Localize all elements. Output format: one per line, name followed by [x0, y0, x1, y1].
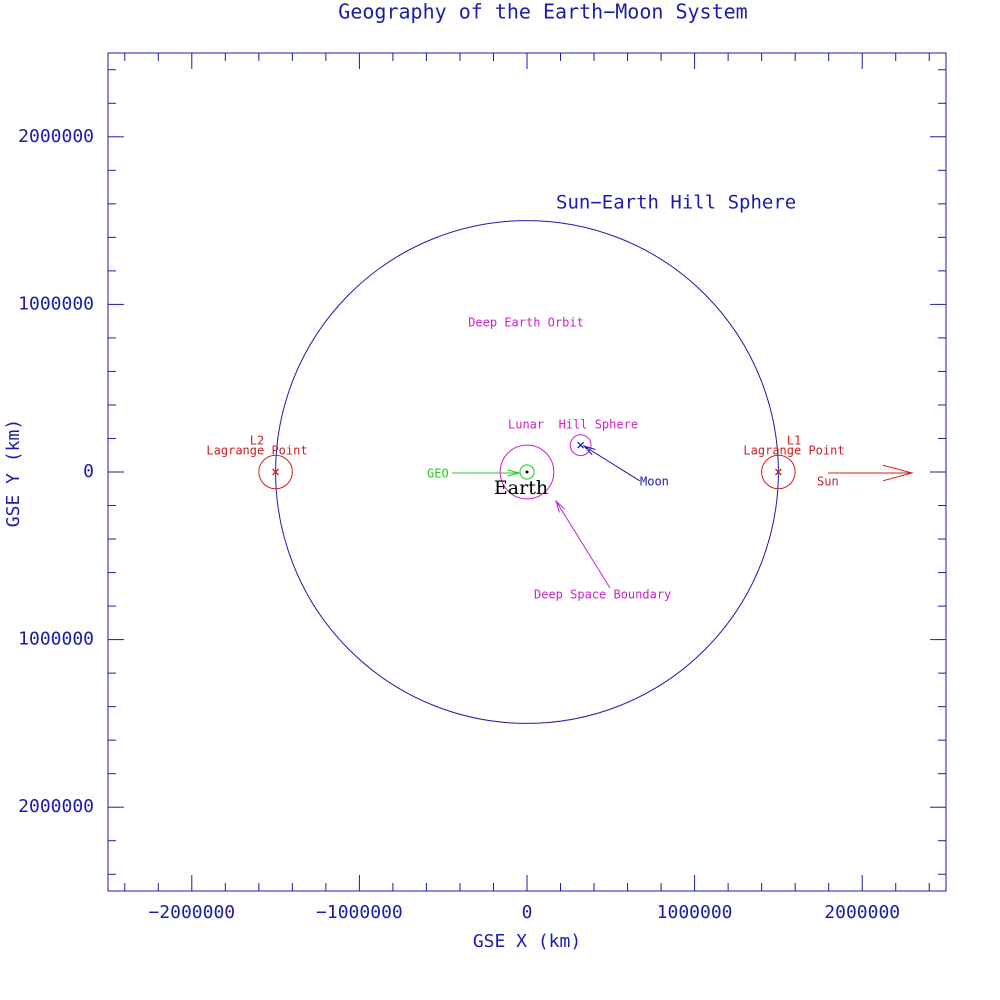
x-tick-label: −1000000 — [316, 902, 403, 923]
annotation: Lagrange Point — [206, 444, 307, 458]
region-circle — [519, 464, 535, 480]
annotation: Lagrange Point — [743, 444, 844, 458]
annotation: GEO — [427, 467, 449, 481]
y-tick-label: 1000000 — [18, 293, 94, 314]
region-circle — [761, 454, 796, 490]
x-tick-label: 1000000 — [657, 902, 733, 923]
annotation: L1 — [787, 434, 801, 448]
region-circle — [258, 454, 293, 490]
x-axis-label: GSE X (km) — [473, 931, 581, 952]
point — [577, 441, 585, 449]
y-tick-label: 2000000 — [18, 796, 94, 817]
chart-title: Geography of the Earth−Moon System — [338, 0, 747, 24]
annotation: Sun−Earth Hill Sphere — [556, 192, 796, 214]
annotation: Deep Space Boundary — [534, 588, 671, 602]
x-tick-label: −2000000 — [148, 902, 235, 923]
arrow — [828, 464, 914, 482]
region-circle — [499, 444, 555, 500]
region-circle — [569, 434, 592, 457]
x-tick-label: 0 — [522, 902, 533, 923]
annotation: Sun — [817, 475, 839, 489]
y-tick-label: 2000000 — [18, 126, 94, 147]
point — [272, 468, 280, 476]
arrow — [452, 469, 521, 477]
arrow — [554, 499, 611, 589]
annotation: L2 — [250, 434, 264, 448]
y-tick-label: 1000000 — [18, 629, 94, 650]
annotation: Deep Earth Orbit — [468, 316, 584, 330]
x-tick-label: 2000000 — [824, 902, 900, 923]
y-axis-label: GSE Y (km) — [3, 419, 24, 527]
annotation: Moon — [640, 475, 669, 489]
annotation: Lunar Hill Sphere — [508, 418, 638, 432]
y-tick-label: 0 — [83, 461, 94, 482]
arrow — [582, 444, 641, 482]
annotation: Earth — [494, 477, 548, 499]
point — [774, 468, 782, 476]
point — [525, 470, 529, 474]
